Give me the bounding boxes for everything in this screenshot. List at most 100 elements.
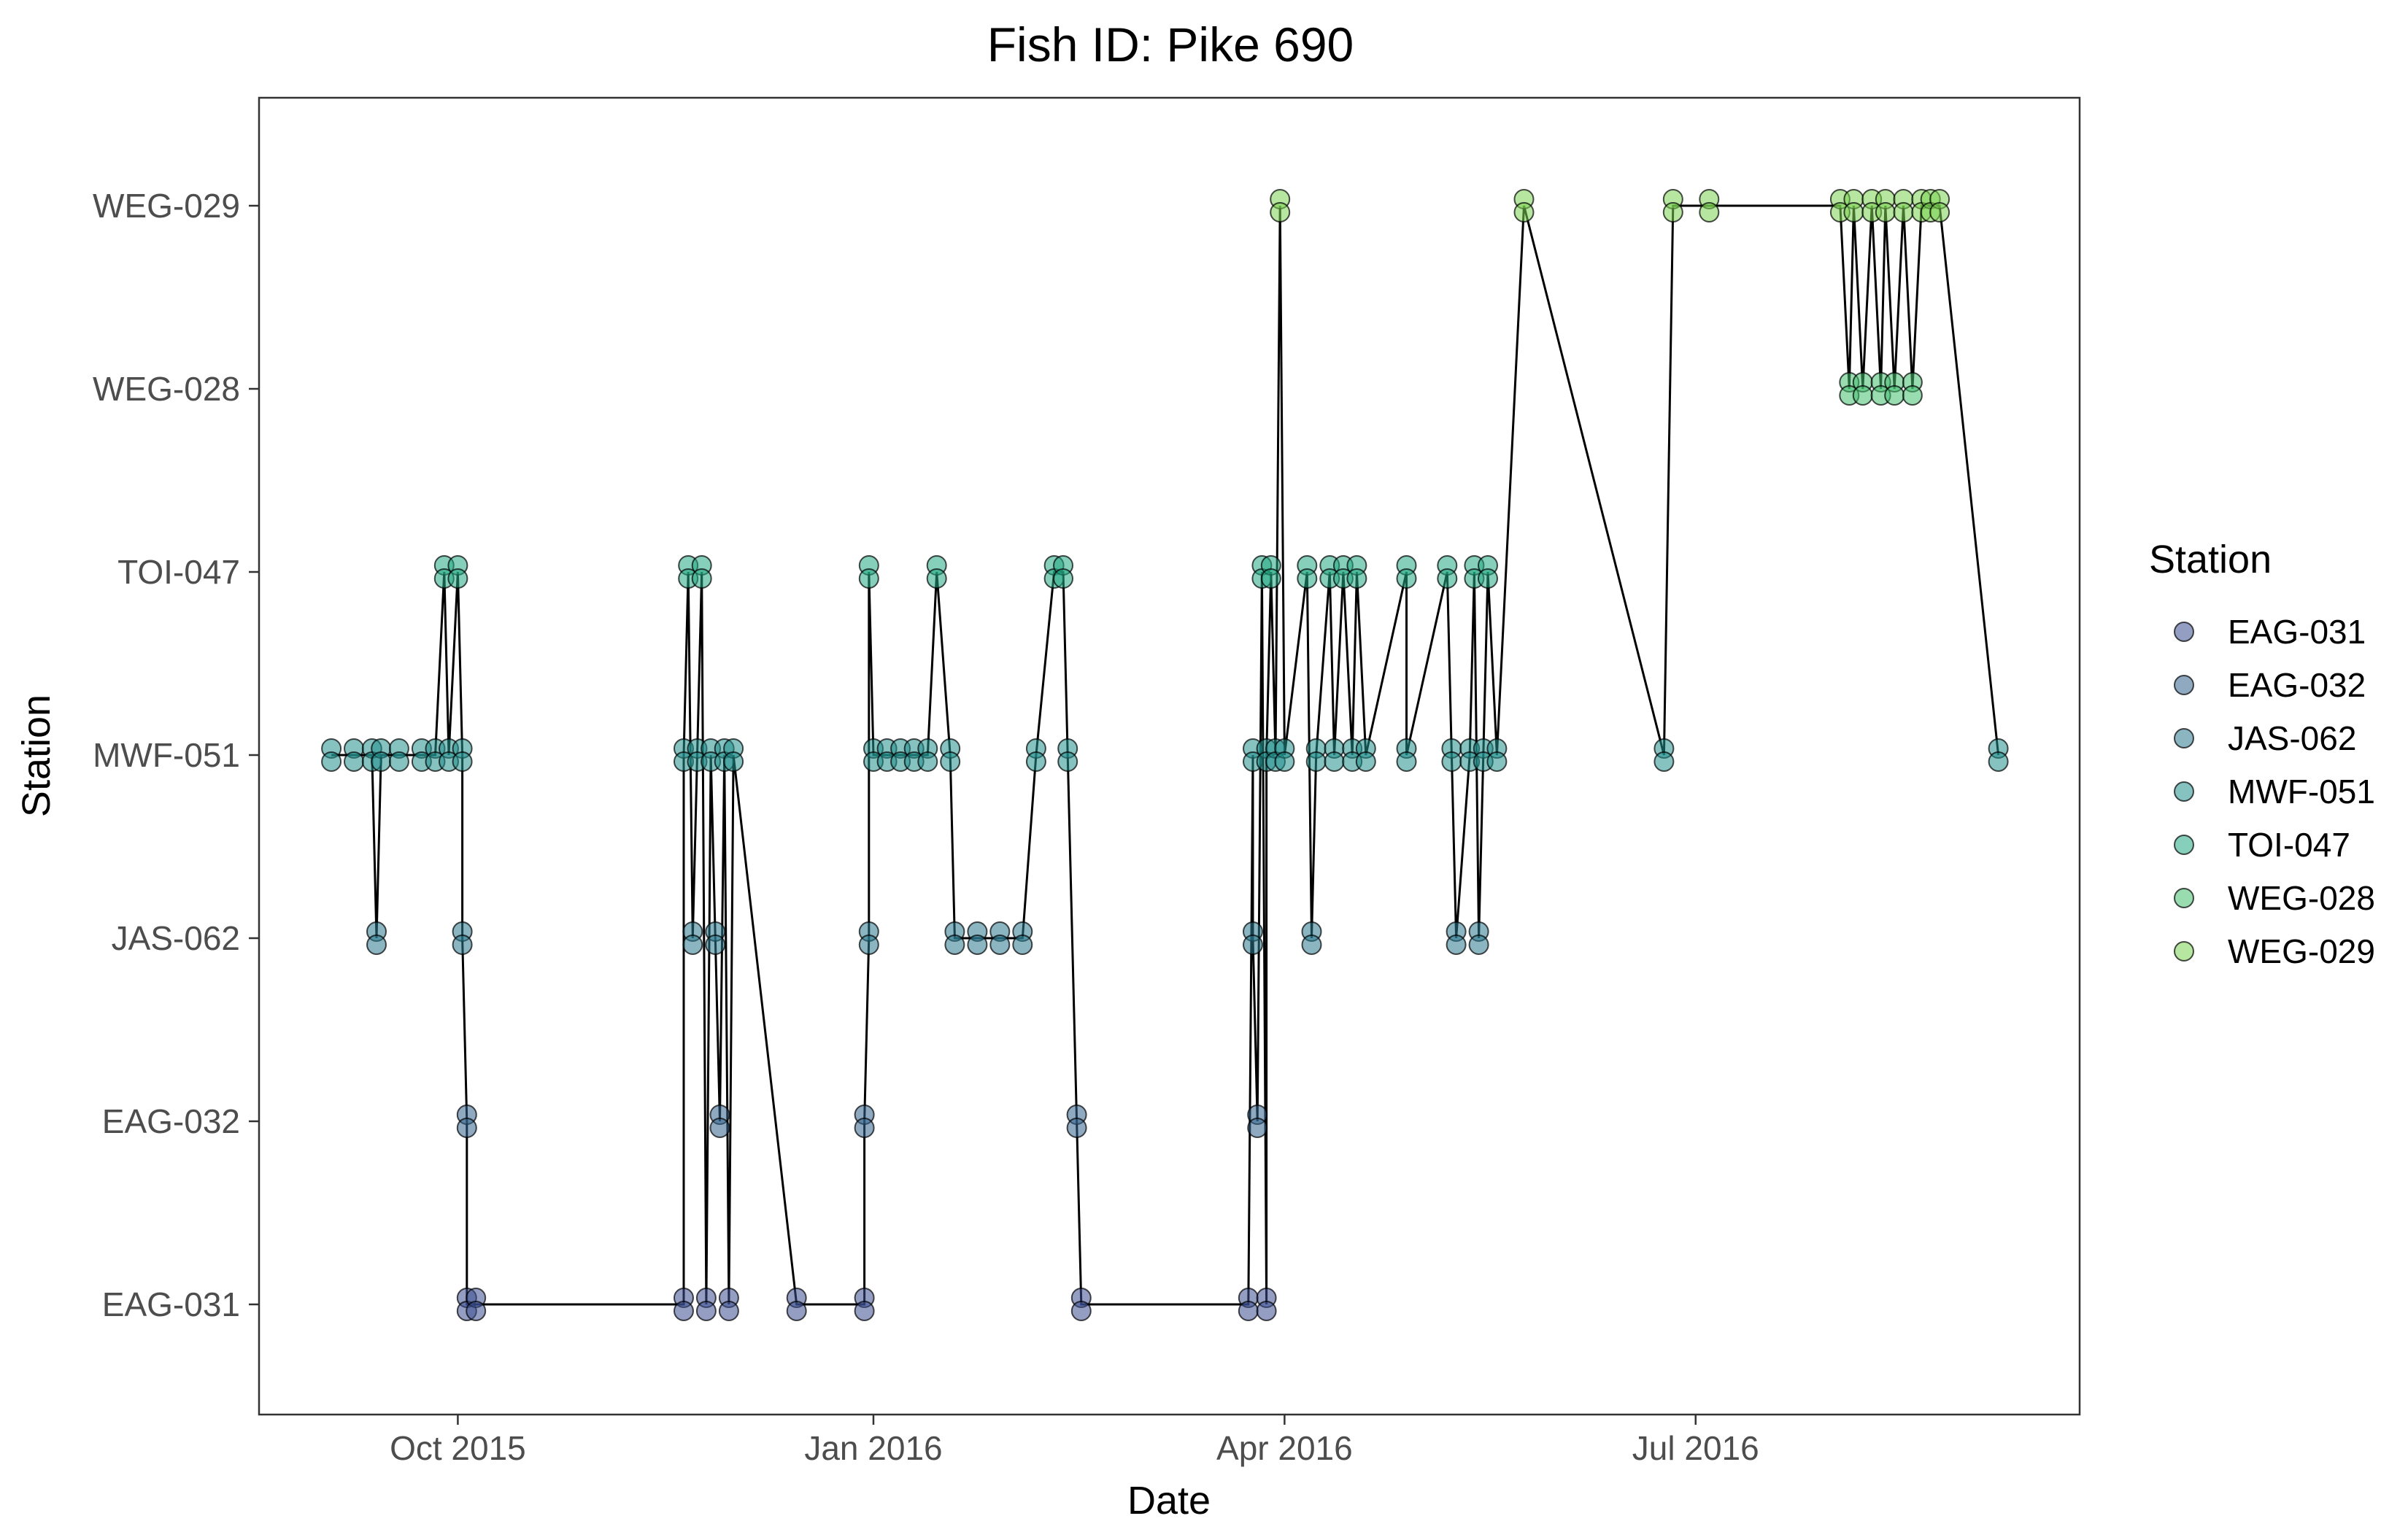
data-point xyxy=(1662,202,1683,223)
data-point xyxy=(1396,751,1417,772)
data-point xyxy=(1305,751,1327,772)
legend: Station EAG-031 EAG-032 JAS-062 MWF-051 TOI-… xyxy=(2149,538,2375,970)
legend-key xyxy=(2174,728,2194,748)
data-point xyxy=(1301,935,1322,955)
data-point xyxy=(682,935,703,955)
data-point xyxy=(691,568,712,589)
data-point xyxy=(926,568,947,589)
data-point xyxy=(1238,1301,1259,1321)
data-point xyxy=(695,1301,717,1321)
legend-key xyxy=(2174,622,2194,642)
x-tick-label: Jul 2016 xyxy=(1632,1429,1759,1467)
data-point xyxy=(718,1301,739,1321)
data-point xyxy=(447,568,468,589)
data-point xyxy=(1478,568,1498,589)
plot-panel-border xyxy=(258,96,2081,1416)
data-point xyxy=(854,1301,875,1321)
data-point xyxy=(1247,1118,1268,1138)
data-point xyxy=(709,1118,730,1138)
y-axis: EAG-031 EAG-032 JAS-062 MWF-051 TOI-047 WEG-0… xyxy=(93,187,259,1323)
data-point xyxy=(1053,568,1073,589)
y-tick-label: EAG-031 xyxy=(102,1285,240,1323)
data-point xyxy=(366,935,387,955)
data-point xyxy=(1355,751,1376,772)
legend-key xyxy=(2174,888,2194,908)
data-point xyxy=(388,751,409,772)
data-point xyxy=(1324,751,1345,772)
data-point xyxy=(466,1301,487,1321)
track-line xyxy=(331,204,2000,1306)
data-point xyxy=(1025,751,1046,772)
data-point xyxy=(854,1118,875,1138)
data-point xyxy=(452,751,473,772)
data-point xyxy=(1893,202,1914,223)
legend-label: MWF-051 xyxy=(2228,773,2375,811)
data-point xyxy=(1852,385,1873,406)
data-point xyxy=(1875,202,1896,223)
data-point xyxy=(344,751,364,772)
data-point xyxy=(1260,568,1281,589)
legend-label: EAG-031 xyxy=(2228,613,2366,651)
legend-label: TOI-047 xyxy=(2228,826,2350,864)
data-point xyxy=(1346,568,1367,589)
y-tick-label: TOI-047 xyxy=(117,553,240,591)
track-line-layer xyxy=(331,204,2000,1306)
legend-label: WEG-029 xyxy=(2228,932,2375,970)
plot-panel xyxy=(259,98,2080,1415)
legend-label: EAG-032 xyxy=(2228,666,2366,704)
data-point xyxy=(967,935,988,955)
data-point xyxy=(1653,751,1675,772)
data-point xyxy=(858,935,879,955)
legend-key xyxy=(2174,781,2194,802)
x-tick-label: Apr 2016 xyxy=(1216,1429,1353,1467)
legend-label: WEG-028 xyxy=(2228,879,2375,917)
points-layer xyxy=(321,189,2009,1321)
data-point xyxy=(989,935,1011,955)
legend-title: Station xyxy=(2149,538,2272,581)
y-tick-label: MWF-051 xyxy=(93,736,240,774)
data-point xyxy=(705,935,726,955)
data-point xyxy=(1929,202,1950,223)
data-point xyxy=(858,568,879,589)
data-point xyxy=(1297,568,1318,589)
data-point xyxy=(1057,751,1078,772)
data-point xyxy=(1884,385,1905,406)
data-point xyxy=(944,935,965,955)
data-point xyxy=(1843,202,1864,223)
data-point xyxy=(917,751,938,772)
data-point xyxy=(1441,751,1462,772)
x-axis-title: Date xyxy=(1127,1479,1211,1523)
data-point xyxy=(371,751,392,772)
y-tick-label: JAS-062 xyxy=(112,919,240,957)
data-point xyxy=(1486,751,1508,772)
data-point xyxy=(1066,1118,1087,1138)
data-point xyxy=(1070,1301,1092,1321)
chart-title: Fish ID: Pike 690 xyxy=(987,18,1354,71)
data-point xyxy=(1446,935,1467,955)
legend-key xyxy=(2174,835,2194,855)
data-point xyxy=(1437,568,1458,589)
data-point xyxy=(1513,202,1535,223)
data-point xyxy=(1274,751,1295,772)
data-point xyxy=(940,751,961,772)
data-point xyxy=(452,935,473,955)
legend-key xyxy=(2174,675,2194,695)
data-point xyxy=(1699,202,1720,223)
data-point xyxy=(786,1301,807,1321)
y-axis-title: Station xyxy=(15,695,58,817)
data-point xyxy=(1243,935,1263,955)
data-point xyxy=(1396,568,1417,589)
data-point xyxy=(456,1118,477,1138)
legend-key xyxy=(2174,941,2194,962)
legend-label: JAS-062 xyxy=(2228,719,2356,757)
data-point xyxy=(674,1301,694,1321)
x-tick-label: Oct 2015 xyxy=(390,1429,526,1467)
y-tick-label: WEG-028 xyxy=(93,370,240,408)
data-point xyxy=(1270,202,1291,223)
data-point xyxy=(1256,1301,1277,1321)
data-point xyxy=(1902,385,1923,406)
data-point xyxy=(723,751,744,772)
data-point xyxy=(1988,751,2009,772)
y-tick-label: WEG-029 xyxy=(93,187,240,225)
